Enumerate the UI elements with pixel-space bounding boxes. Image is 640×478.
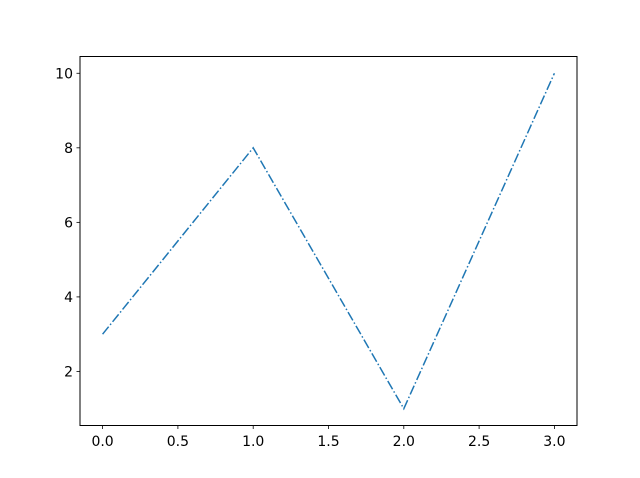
- y-tick-label: 2: [64, 364, 73, 380]
- plot-area: [80, 56, 577, 426]
- x-tick-label: 3.0: [543, 434, 565, 450]
- y-tick-label: 10: [55, 66, 73, 82]
- x-tick-label: 2.5: [468, 434, 490, 450]
- x-tick-label: 0.5: [167, 434, 189, 450]
- x-tick-label: 1.0: [242, 434, 264, 450]
- y-tick-label: 6: [64, 215, 73, 231]
- x-tick-label: 1.5: [317, 434, 339, 450]
- x-tick-label: 0.0: [91, 434, 113, 450]
- data-line-series-1: [102, 72, 556, 411]
- y-tick-label: 4: [64, 290, 73, 306]
- x-tick-label: 2.0: [393, 434, 415, 450]
- y-tick-label: 8: [64, 141, 73, 157]
